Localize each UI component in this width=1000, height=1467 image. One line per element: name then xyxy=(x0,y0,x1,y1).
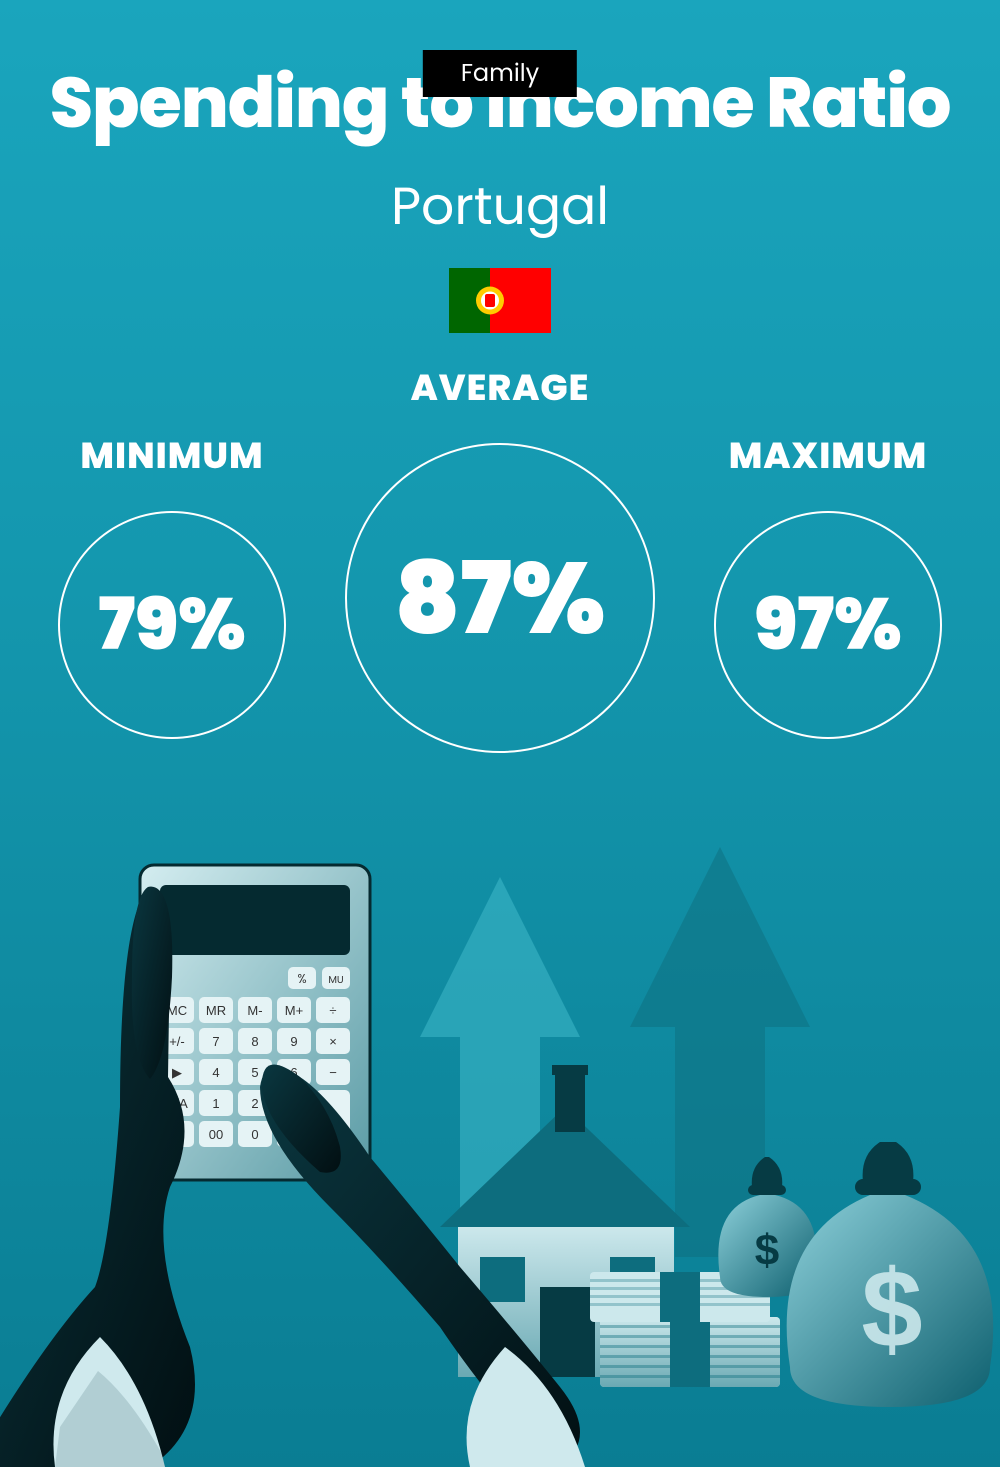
svg-text:0: 0 xyxy=(251,1127,258,1142)
stat-maximum-value: 97% xyxy=(754,571,901,679)
svg-text:00: 00 xyxy=(209,1127,223,1142)
svg-text:M+: M+ xyxy=(285,1003,303,1018)
stat-minimum: MINIMUM 79% xyxy=(58,428,286,739)
stats-row: MINIMUM 79% AVERAGE 87% MAXIMUM 97% xyxy=(0,360,1000,810)
stat-maximum-circle: 97% xyxy=(714,511,942,739)
stat-maximum: MAXIMUM 97% xyxy=(714,428,942,739)
stat-average: AVERAGE 87% xyxy=(345,360,655,753)
svg-text:9: 9 xyxy=(290,1034,297,1049)
svg-text:MU: MU xyxy=(328,972,343,987)
svg-text:+/-: +/- xyxy=(169,1034,185,1049)
portugal-flag-icon xyxy=(449,268,551,333)
stat-average-value: 87% xyxy=(395,523,606,673)
stat-minimum-value: 79% xyxy=(98,571,245,679)
svg-text:M-: M- xyxy=(247,1003,262,1018)
country-name: Portugal xyxy=(0,168,1000,246)
svg-text:1: 1 xyxy=(212,1096,219,1111)
stat-average-circle: 87% xyxy=(345,443,655,753)
category-badge: Family xyxy=(423,50,577,97)
svg-text:−: − xyxy=(329,1065,337,1080)
svg-text:$: $ xyxy=(755,1226,779,1275)
svg-text:2: 2 xyxy=(251,1096,258,1111)
svg-text:5: 5 xyxy=(251,1065,258,1080)
svg-text:×: × xyxy=(329,1034,337,1049)
svg-text:$: $ xyxy=(861,1248,922,1371)
svg-text:8: 8 xyxy=(251,1034,258,1049)
stat-maximum-label: MAXIMUM xyxy=(714,428,942,483)
stat-average-label: AVERAGE xyxy=(345,360,655,415)
svg-text:4: 4 xyxy=(212,1065,219,1080)
stat-minimum-label: MINIMUM xyxy=(58,428,286,483)
svg-text:%: % xyxy=(297,971,306,988)
svg-text:▶: ▶ xyxy=(172,1065,182,1080)
money-bag-large-icon: $ xyxy=(787,1142,994,1407)
svg-text:7: 7 xyxy=(212,1034,219,1049)
stat-minimum-circle: 79% xyxy=(58,511,286,739)
finance-illustration: $ $ % MU MC MR M- M+ ÷ +/- 7 8 9 × xyxy=(0,827,1000,1467)
svg-text:÷: ÷ xyxy=(329,1003,336,1018)
svg-text:MR: MR xyxy=(206,1003,226,1018)
